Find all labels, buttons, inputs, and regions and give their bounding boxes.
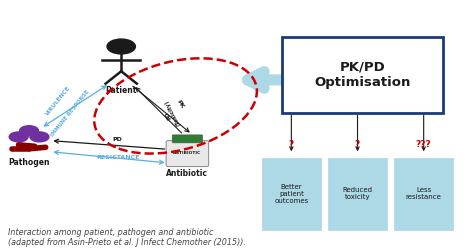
FancyBboxPatch shape bbox=[394, 158, 453, 230]
Text: Better
patient
outcomes: Better patient outcomes bbox=[274, 184, 309, 204]
Text: Antibiotic: Antibiotic bbox=[166, 169, 209, 178]
Circle shape bbox=[30, 132, 49, 142]
Circle shape bbox=[107, 39, 136, 54]
FancyBboxPatch shape bbox=[166, 141, 209, 167]
Text: Interaction among patient, pathogen and antibiotic
(adapted from Asin-Prieto et : Interaction among patient, pathogen and … bbox=[8, 228, 246, 247]
FancyBboxPatch shape bbox=[282, 37, 443, 113]
Text: ?: ? bbox=[289, 140, 294, 149]
Text: VIRULENCE: VIRULENCE bbox=[45, 85, 72, 117]
Text: ANTIBIOTIC: ANTIBIOTIC bbox=[173, 151, 201, 155]
Text: PK/PD
Optimisation: PK/PD Optimisation bbox=[314, 61, 410, 89]
FancyBboxPatch shape bbox=[262, 158, 321, 230]
FancyBboxPatch shape bbox=[328, 158, 387, 230]
Circle shape bbox=[19, 126, 38, 136]
Text: PD: PD bbox=[113, 137, 123, 142]
Text: Patient: Patient bbox=[106, 86, 137, 95]
Text: Pathogen: Pathogen bbox=[9, 158, 50, 167]
Text: Less
resistance: Less resistance bbox=[406, 187, 442, 200]
Text: ???: ??? bbox=[416, 140, 431, 149]
FancyBboxPatch shape bbox=[172, 135, 202, 143]
Text: Reduced
toxicity: Reduced toxicity bbox=[343, 187, 373, 200]
Text: RESISTANCE: RESISTANCE bbox=[96, 155, 139, 160]
Text: PD
(Toxicity): PD (Toxicity) bbox=[159, 98, 182, 129]
Text: ?: ? bbox=[355, 140, 360, 149]
Text: IMMUNE RESPONSE: IMMUNE RESPONSE bbox=[50, 89, 91, 138]
Circle shape bbox=[9, 132, 28, 142]
Text: PK: PK bbox=[175, 99, 185, 110]
